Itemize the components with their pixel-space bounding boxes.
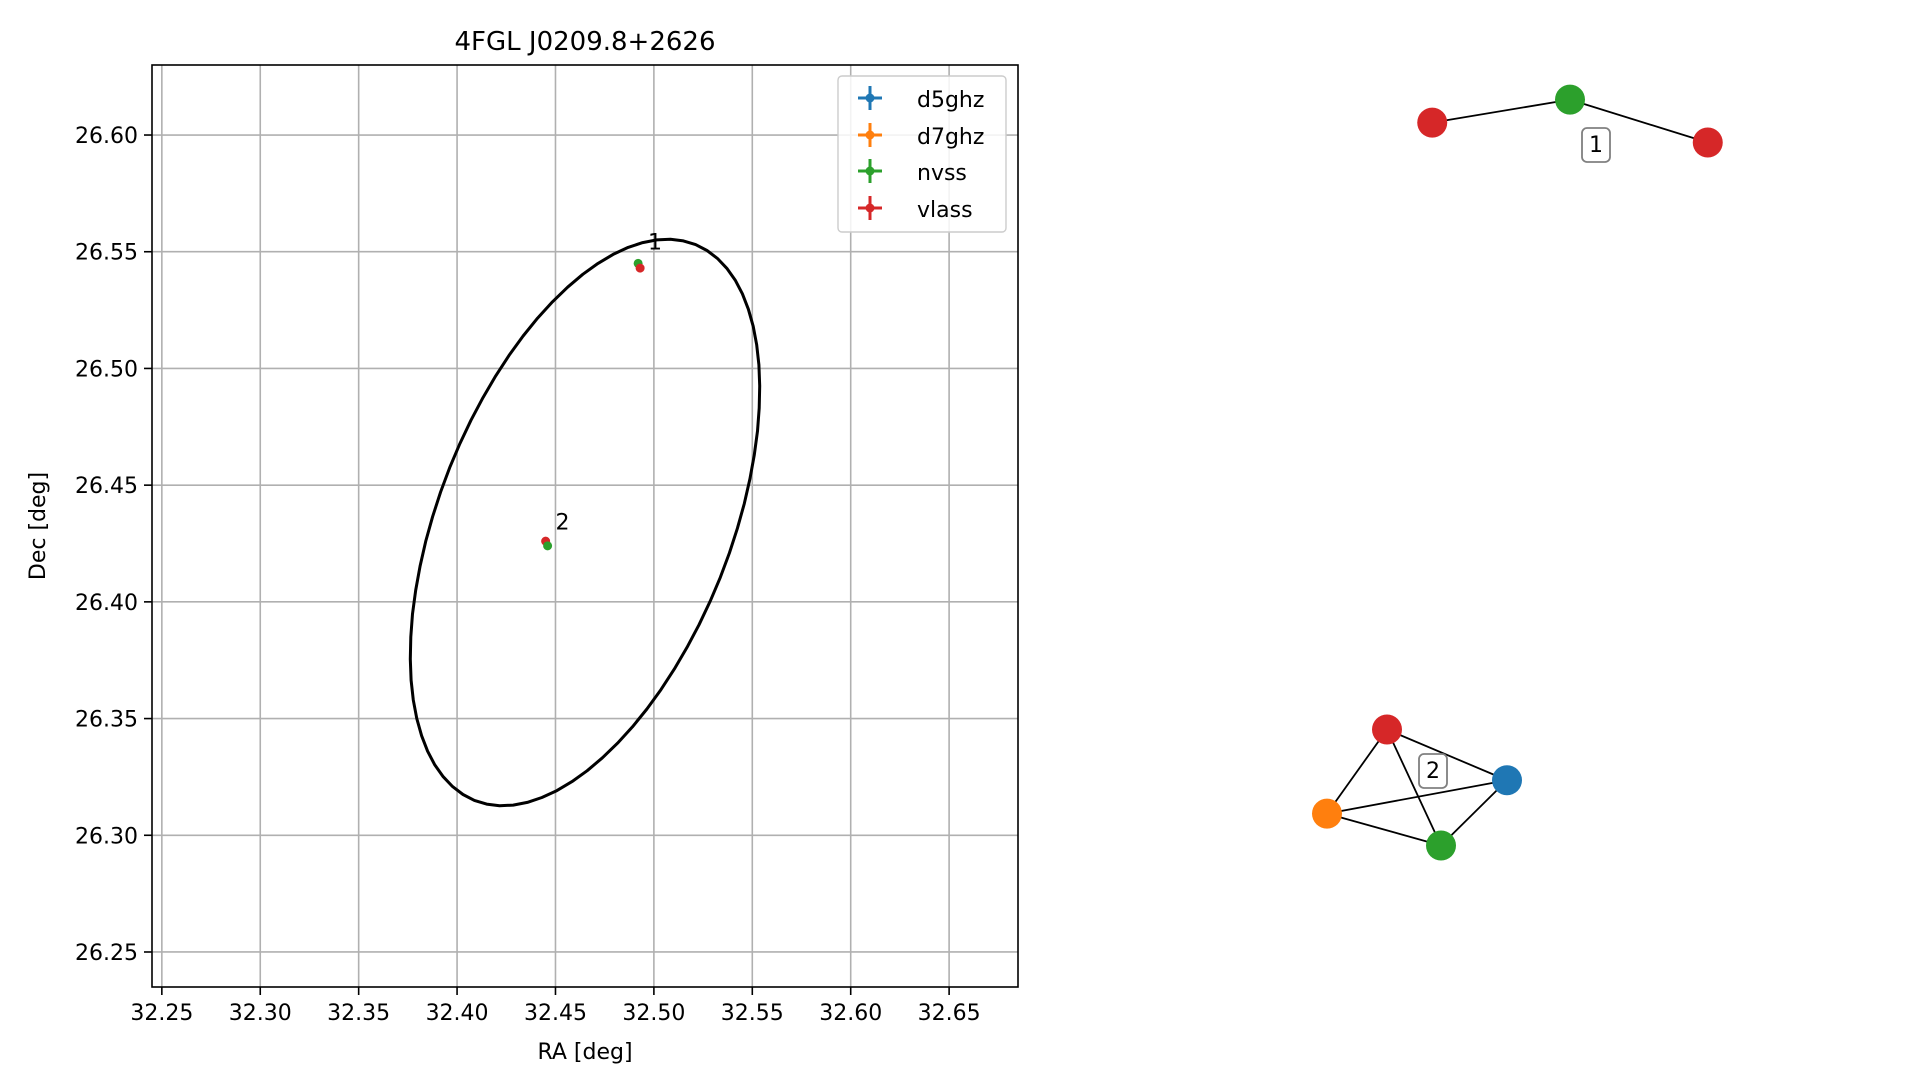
legend-marker-nvss bbox=[858, 159, 882, 183]
network-node-vlass bbox=[1417, 107, 1448, 138]
legend: d5ghz d7ghz nvss vlass bbox=[837, 75, 1007, 233]
network-node-vlass bbox=[1692, 127, 1723, 158]
cluster-1-label-text: 1 bbox=[1589, 133, 1603, 158]
x-tick-label: 32.40 bbox=[426, 1001, 489, 1026]
scatter-panel: 12 32.25 32.30 32.35 32.40 32.45 32.50 32.55 32… bbox=[26, 27, 1019, 1065]
network-node-d5ghz bbox=[1492, 765, 1522, 796]
y-tick-label: 26.30 bbox=[75, 824, 138, 849]
cluster-1-nodes bbox=[1417, 84, 1723, 158]
network-node-vlass bbox=[1372, 714, 1402, 745]
legend-marker-d7ghz bbox=[858, 123, 882, 147]
chart-title: 4FGL J0209.8+2626 bbox=[455, 27, 716, 57]
error-ellipse bbox=[408, 237, 762, 808]
x-tick-label: 32.25 bbox=[130, 1001, 193, 1026]
source-points bbox=[541, 258, 645, 551]
x-tick-label: 32.30 bbox=[229, 1001, 292, 1026]
legend-entry-nvss: nvss bbox=[858, 159, 967, 186]
cluster-1-label: 1 bbox=[1581, 127, 1611, 163]
network-cluster-1: 1 bbox=[1417, 84, 1723, 163]
y-tick-label: 26.55 bbox=[75, 241, 138, 266]
network-edge bbox=[1386, 728, 1508, 782]
legend-label-nvss: nvss bbox=[917, 161, 967, 186]
network-edge bbox=[1386, 729, 1442, 846]
legend-marker-dot bbox=[865, 166, 875, 176]
localization-ellipse bbox=[408, 237, 762, 808]
x-tick-label: 32.45 bbox=[524, 1001, 587, 1026]
cluster-2-label-text: 2 bbox=[1426, 759, 1440, 784]
legend-entry-vlass: vlass bbox=[858, 196, 973, 223]
legend-entry-d5ghz: d5ghz bbox=[858, 86, 984, 113]
cluster-2-label-box bbox=[1418, 753, 1448, 789]
x-axis-label: RA [deg] bbox=[537, 1040, 632, 1065]
y-tick-label: 26.50 bbox=[75, 357, 138, 382]
network-panel: 1 2 bbox=[1312, 84, 1723, 861]
cluster-2-edges bbox=[1326, 728, 1508, 847]
y-tick-label: 26.60 bbox=[75, 124, 138, 149]
y-tick-label: 26.25 bbox=[75, 941, 138, 966]
legend-label-d5ghz: d5ghz bbox=[917, 88, 984, 113]
legend-box bbox=[837, 75, 1007, 233]
y-ticks: 26.25 26.30 26.35 26.40 26.45 26.50 26.55 26.60 bbox=[75, 124, 152, 966]
x-tick-label: 32.50 bbox=[622, 1001, 685, 1026]
network-node-d7ghz bbox=[1312, 798, 1342, 829]
source-point-vlass bbox=[635, 263, 645, 273]
cluster-labels: 12 bbox=[555, 230, 662, 535]
legend-marker-d5ghz bbox=[858, 86, 882, 110]
x-tick-label: 32.65 bbox=[918, 1001, 981, 1026]
network-edge bbox=[1432, 98, 1571, 124]
x-tick-label: 32.35 bbox=[327, 1001, 390, 1026]
network-edge bbox=[1326, 779, 1508, 815]
cluster-2-label: 2 bbox=[1418, 753, 1448, 789]
legend-entry-d7ghz: d7ghz bbox=[858, 123, 984, 150]
network-edge bbox=[1440, 779, 1508, 847]
legend-marker-dot bbox=[865, 130, 875, 140]
y-axis-label: Dec [deg] bbox=[26, 472, 51, 580]
x-tick-label: 32.60 bbox=[819, 1001, 882, 1026]
cluster-2-nodes bbox=[1312, 714, 1522, 861]
network-node-nvss bbox=[1555, 84, 1585, 115]
network-edge bbox=[1326, 812, 1442, 847]
network-cluster-2: 2 bbox=[1312, 714, 1522, 861]
legend-marker-dot bbox=[865, 93, 875, 103]
axes-frame bbox=[151, 64, 1019, 988]
y-tick-label: 26.35 bbox=[75, 708, 138, 733]
network-edge bbox=[1569, 98, 1709, 144]
cluster-1-edges bbox=[1432, 98, 1709, 144]
cluster-label: 2 bbox=[555, 511, 569, 536]
network-edge bbox=[1326, 728, 1388, 815]
cluster-1-label-box bbox=[1581, 127, 1611, 163]
network-node-nvss bbox=[1426, 830, 1456, 861]
legend-label-vlass: vlass bbox=[917, 198, 973, 223]
cluster-label: 1 bbox=[648, 230, 662, 255]
x-tick-label: 32.55 bbox=[721, 1001, 784, 1026]
y-tick-label: 26.40 bbox=[75, 591, 138, 616]
legend-marker-dot bbox=[865, 203, 875, 213]
y-tick-label: 26.45 bbox=[75, 474, 138, 499]
legend-label-d7ghz: d7ghz bbox=[917, 125, 984, 150]
x-ticks: 32.25 32.30 32.35 32.40 32.45 32.50 32.55 32.60… bbox=[130, 987, 981, 1026]
source-point-nvss bbox=[543, 541, 553, 551]
legend-marker-vlass bbox=[858, 196, 882, 220]
